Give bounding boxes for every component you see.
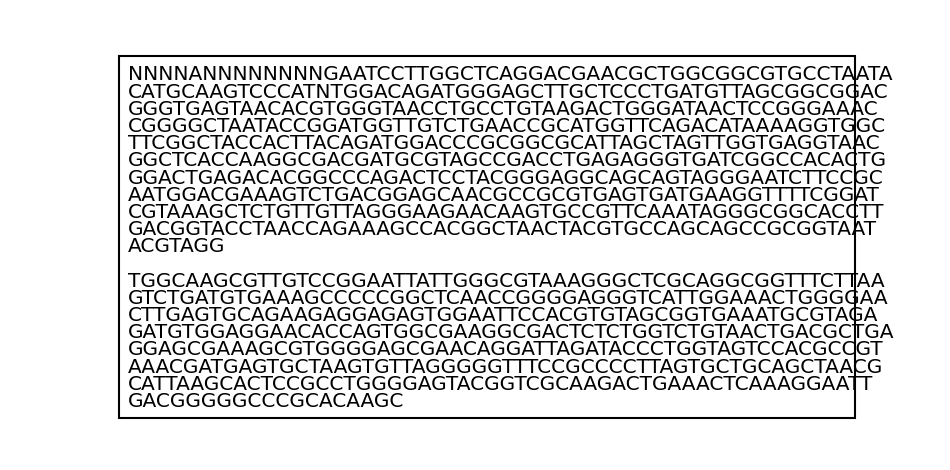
Text: GACGGGGGCCCGCACAAGC: GACGGGGGCCCGCACAAGC [127, 392, 404, 411]
Text: CATTAAGCACTCCGCCTGGGGAGTACGGTCGCAAGACTGAAACTCAAAGGAATT: CATTAAGCACTCCGCCTGGGGAGTACGGTCGCAAGACTGA… [127, 375, 873, 394]
Text: CTTGAGTGCAGAAGAGGAGAGTGGAATTCCACGTGTAGCGGTGAAATGCGTAGA: CTTGAGTGCAGAAGAGGAGAGTGGAATTCCACGTGTAGCG… [127, 306, 878, 325]
Text: CATGCAAGTCCCATNTGGACAGATGGGAGCTTGCTCCCTGATGTTAGCGGCGGAC: CATGCAAGTCCCATNTGGACAGATGGGAGCTTGCTCCCTG… [127, 83, 888, 102]
FancyBboxPatch shape [119, 56, 855, 418]
Text: NNNNANNNNNNNNGAATCCTTGGCTCAGGACGAACGCTGGCGGCGTGCCTAATA: NNNNANNNNNNNNGAATCCTTGGCTCAGGACGAACGCTGG… [127, 65, 892, 85]
Text: CGTAAAGCTCTGTTGTTAGGGAAGAACAAGTGCCGTTCAAATAGGGCGGCACCTT: CGTAAAGCTCTGTTGTTAGGGAAGAACAAGTGCCGTTCAA… [127, 203, 884, 222]
Text: ACGTAGG: ACGTAGG [127, 237, 225, 256]
Text: GATGTGGAGGAACACCAGTGGCGAAGGCGACTCTCTGGTCTGTAACTGACGCTGA: GATGTGGAGGAACACCAGTGGCGAAGGCGACTCTCTGGTC… [127, 323, 894, 342]
Text: CGGGGCTAATACCGGATGGTTGTCTGAACCGCATGGTTCAGACATAAAAGGTGGC: CGGGGCTAATACCGGATGGTTGTCTGAACCGCATGGTTCA… [127, 117, 885, 136]
Text: GGAGCGAAAGCGTGGGGAGCGAACAGGATTAGATACCCTGGTAGTCCACGCCGT: GGAGCGAAAGCGTGGGGAGCGAACAGGATTAGATACCCTG… [127, 340, 884, 360]
Text: GGACTGAGACACGGCCCAGACTCCTACGGGAGGCAGCAGTAGGGAATCTTCCGC: GGACTGAGACACGGCCCAGACTCCTACGGGAGGCAGCAGT… [127, 169, 884, 188]
Text: GGCTCACCAAGGCGACGATGCGTAGCCGACCTGAGAGGGTGATCGGCCACACTG: GGCTCACCAAGGCGACGATGCGTAGCCGACCTGAGAGGGT… [127, 151, 886, 171]
Text: GACGGTACCTAACCAGAAAGCCACGGCTAACTACGTGCCAGCAGCCGCGGTAAT: GACGGTACCTAACCAGAAAGCCACGGCTAACTACGTGCCA… [127, 220, 877, 239]
Text: AAACGATGAGTGCTAAGTGTTAGGGGGTTTCCGCCCCTTAGTGCTGCAGCTAACG: AAACGATGAGTGCTAAGTGTTAGGGGGTTTCCGCCCCTTA… [127, 358, 883, 376]
Text: AATGGACGAAAGTCTGACGGAGCAACGCCGCGTGAGTGATGAAGGTTTTCGGAT: AATGGACGAAAGTCTGACGGAGCAACGCCGCGTGAGTGAT… [127, 186, 880, 205]
Text: TGGCAAGCGTTGTCCGGAATTATTGGGCGTAAAGGGCTCGCAGGCGGTTTCTTAA: TGGCAAGCGTTGTCCGGAATTATTGGGCGTAAAGGGCTCG… [127, 272, 884, 291]
Text: GGGTGAGTAACACGTGGGTAACCTGCCTGTAAGACTGGGATAACTCCGGGAAAC: GGGTGAGTAACACGTGGGTAACCTGCCTGTAAGACTGGGA… [127, 100, 878, 119]
Text: GTCTGATGTGAAAGCCCCCGGCTCAACCGGGGAGGGTCATTGGAAACTGGGGAA: GTCTGATGTGAAAGCCCCCGGCTCAACCGGGGAGGGTCAT… [127, 289, 888, 308]
Text: TTCGGCTACCACTTACAGATGGACCCGCGGCGCATTAGCTAGTTGGTGAGGTAAC: TTCGGCTACCACTTACAGATGGACCCGCGGCGCATTAGCT… [127, 134, 879, 153]
